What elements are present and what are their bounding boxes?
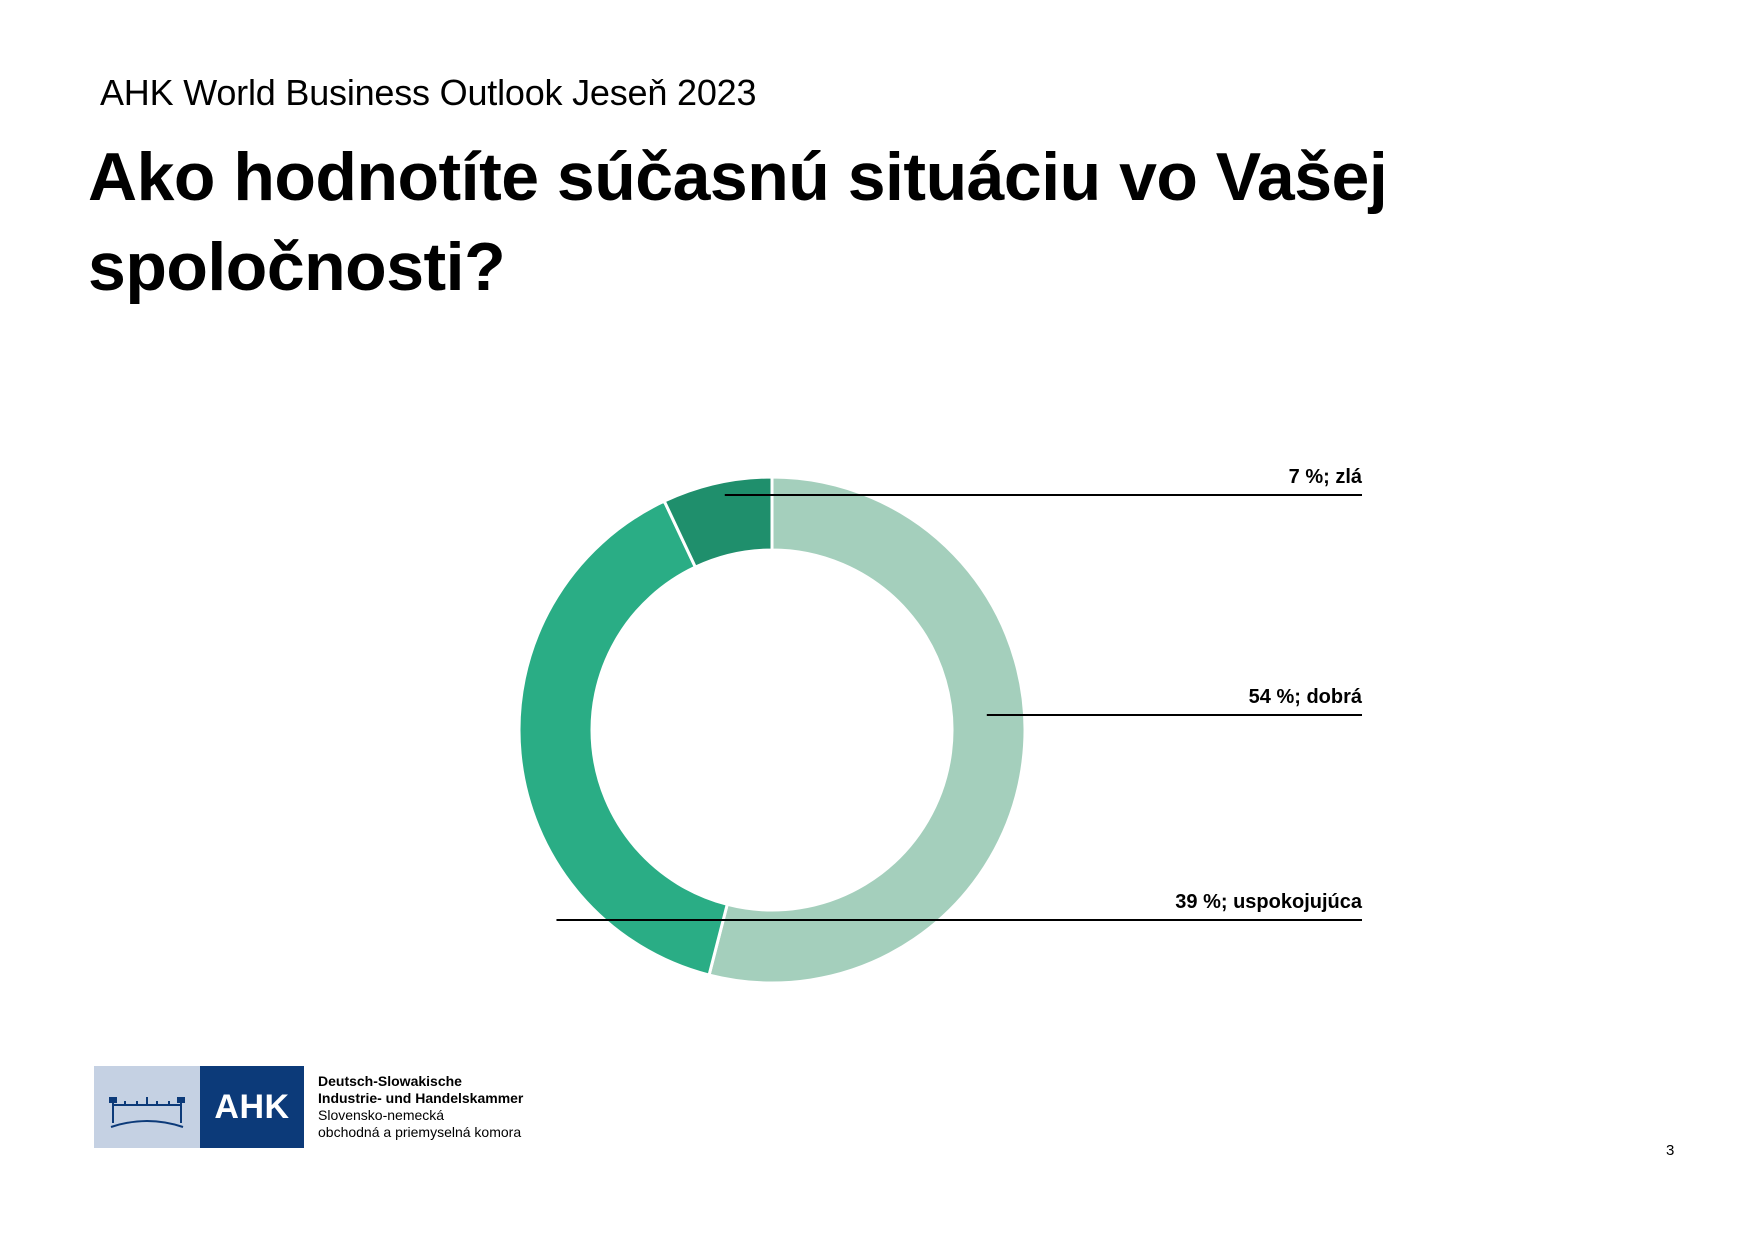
slice-label-3: 7 %; zlá [1289, 466, 1363, 488]
report-kicker: AHK World Business Outlook Jeseň 2023 [100, 72, 757, 113]
donut-slice-1 [707, 475, 1027, 985]
page-number: 3 [1666, 1142, 1675, 1159]
organization-name: Deutsch-Slowakische Industrie- und Hande… [318, 1066, 523, 1148]
ahk-logo-mark: AHK [200, 1066, 304, 1148]
donut-slices [517, 475, 1027, 985]
donut-slice-3 [662, 475, 774, 570]
org-line-1: Deutsch-Slowakische [318, 1073, 462, 1089]
slice-label-2: 39 %; uspokojujúca [1175, 891, 1363, 913]
org-line-3: Slovensko-nemecká [318, 1107, 445, 1123]
page-title: Ako hodnotíte súčasnú situáciu vo Vašej … [88, 139, 1388, 305]
donut-slice-2 [517, 499, 730, 977]
leader-lines [556, 494, 1362, 921]
org-line-4: obchodná a priemyselná komora [318, 1124, 522, 1140]
slice-labels: 54 %; dobrá 39 %; uspokojujúca 7 %; zlá [1175, 466, 1363, 913]
org-line-2: Industrie- und Handelskammer [318, 1090, 524, 1106]
castle-emblem-icon [94, 1066, 200, 1148]
slice-label-1: 54 %; dobrá [1249, 686, 1363, 708]
ahk-logo: AHK Deutsch-Slowakische Industrie- und H… [94, 1066, 523, 1148]
